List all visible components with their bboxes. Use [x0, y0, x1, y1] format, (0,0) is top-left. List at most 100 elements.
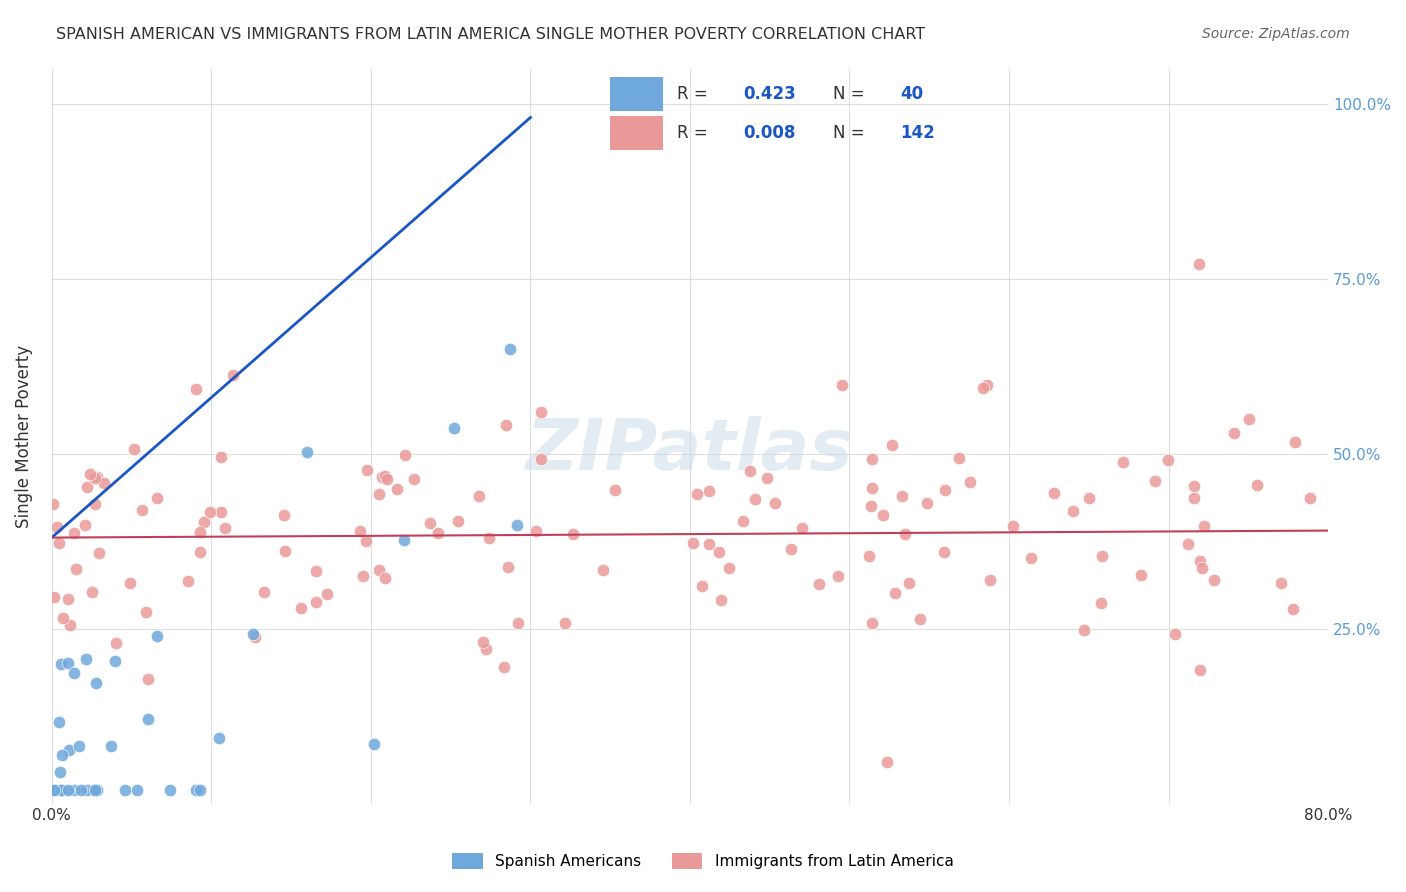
Point	[1184, 491, 1206, 505]
Point	[1143, 474, 1166, 488]
Point	[114, 782, 136, 797]
Point	[1077, 491, 1099, 505]
Point	[385, 482, 408, 496]
Point	[932, 545, 955, 559]
Point	[1112, 454, 1135, 468]
Point	[1182, 479, 1205, 493]
Point	[146, 629, 169, 643]
Point	[209, 505, 232, 519]
Point	[898, 576, 921, 591]
Point	[755, 471, 778, 485]
Point	[731, 514, 754, 528]
Point	[177, 574, 200, 588]
Point	[159, 782, 181, 797]
Point	[495, 417, 517, 432]
Point	[188, 525, 211, 540]
Point	[1021, 550, 1043, 565]
Point	[1189, 663, 1212, 677]
Point	[948, 451, 970, 466]
Point	[367, 486, 389, 500]
Point	[508, 615, 530, 630]
Point	[908, 611, 931, 625]
Point	[146, 491, 169, 505]
Point	[740, 464, 762, 478]
Point	[184, 782, 207, 797]
Point	[315, 587, 337, 601]
Point	[52, 610, 75, 624]
Point	[891, 489, 914, 503]
Point	[1188, 257, 1211, 271]
Point	[208, 731, 231, 745]
Point	[934, 483, 956, 498]
Point	[882, 438, 904, 452]
Point	[499, 342, 522, 356]
Point	[75, 518, 97, 533]
Point	[1189, 553, 1212, 567]
Point	[253, 585, 276, 599]
Point	[592, 563, 614, 577]
Point	[1270, 576, 1292, 591]
Point	[295, 445, 318, 459]
Point	[475, 642, 498, 657]
Point	[209, 450, 232, 465]
Point	[127, 782, 149, 797]
Point	[1043, 486, 1066, 500]
Point	[858, 549, 880, 564]
Point	[368, 563, 391, 577]
Point	[76, 480, 98, 494]
Point	[1129, 568, 1152, 582]
Point	[104, 654, 127, 668]
Point	[1202, 573, 1225, 587]
Point	[710, 593, 733, 607]
Point	[692, 579, 714, 593]
Point	[685, 486, 707, 500]
Point	[808, 577, 831, 591]
Point	[131, 503, 153, 517]
Point	[83, 782, 105, 797]
Point	[744, 492, 766, 507]
Point	[718, 561, 741, 575]
Point	[273, 508, 295, 523]
Point	[188, 782, 211, 797]
Point	[894, 527, 917, 541]
Point	[363, 737, 385, 751]
Point	[402, 471, 425, 485]
Point	[496, 559, 519, 574]
Point	[349, 524, 371, 538]
Point	[859, 500, 882, 514]
Point	[356, 463, 378, 477]
Point	[51, 782, 73, 797]
Point	[62, 665, 84, 680]
Point	[48, 715, 70, 730]
Point	[93, 476, 115, 491]
Point	[780, 542, 803, 557]
Point	[84, 676, 107, 690]
Point	[1246, 478, 1268, 492]
Point	[84, 497, 107, 511]
Point	[198, 505, 221, 519]
Point	[427, 526, 450, 541]
Point	[505, 518, 527, 533]
Text: ZIPatlas: ZIPatlas	[526, 417, 853, 485]
Point	[1062, 504, 1084, 518]
Point	[1192, 518, 1215, 533]
Point	[82, 584, 104, 599]
Point	[790, 521, 813, 535]
Point	[979, 573, 1001, 587]
Point	[884, 585, 907, 599]
Point	[58, 742, 80, 756]
Point	[62, 526, 84, 541]
Point	[42, 782, 65, 797]
Point	[394, 448, 416, 462]
Point	[45, 520, 67, 534]
Point	[63, 782, 86, 797]
Point	[58, 657, 80, 671]
Point	[136, 712, 159, 726]
Point	[67, 739, 90, 753]
Point	[243, 630, 266, 644]
Point	[763, 496, 786, 510]
Point	[290, 601, 312, 615]
Point	[827, 569, 849, 583]
Point	[860, 481, 883, 495]
Point	[84, 471, 107, 485]
